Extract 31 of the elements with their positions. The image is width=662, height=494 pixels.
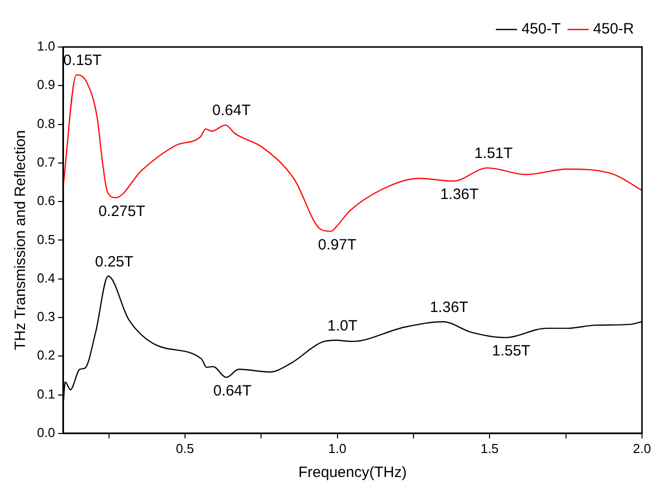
annotation: 1.36T (440, 186, 479, 204)
annotation: 1.55T (492, 342, 530, 360)
x-axis-title: Frequency(THz) (298, 464, 407, 482)
annotation: 1.36T (430, 298, 468, 316)
annotation: 1.51T (474, 145, 513, 162)
x-tick-label: 2.0 (632, 440, 652, 456)
annotation: 0.25T (94, 253, 134, 270)
annotation: 0.275T (98, 202, 146, 220)
y-tick-label: 0.5 (36, 232, 56, 247)
annotation: 0.64T (212, 102, 251, 120)
line-series (63, 74, 642, 232)
annotation: 0.15T (63, 52, 102, 69)
x-tick-label: 1.5 (480, 440, 499, 456)
y-tick-label: 0.8 (36, 116, 56, 131)
annotation: 0.64T (213, 382, 252, 400)
y-tick-label: 0.7 (36, 154, 56, 170)
y-tick-label: 0.1 (36, 386, 56, 402)
y-tick-label: 0.3 (36, 309, 56, 324)
legend-label: 450-T (521, 20, 561, 38)
annotation: 1.0T (327, 317, 358, 334)
y-tick-label: 0.4 (36, 270, 56, 286)
y-tick-label: 0.6 (36, 193, 56, 208)
y-axis-title: THz Transmission and Reflection (12, 130, 30, 350)
x-tick-label: 0.5 (176, 440, 194, 456)
y-tick-label: 0.0 (36, 424, 56, 440)
y-tick-label: 1.0 (36, 38, 56, 54)
x-tick-label: 1.0 (328, 440, 346, 456)
y-tick-label: 0.2 (36, 348, 56, 363)
y-tick-label: 0.9 (36, 77, 56, 92)
legend-label: 450-R (593, 20, 634, 38)
annotation: 0.97T (318, 236, 356, 254)
